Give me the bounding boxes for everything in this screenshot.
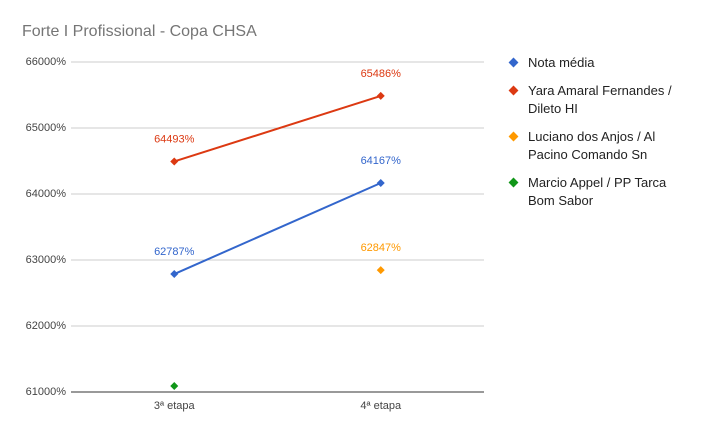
legend-label: Luciano dos Anjos / Al Pacino Comando Sn: [528, 129, 656, 162]
data-label: 62787%: [154, 246, 195, 258]
legend-swatch: [508, 177, 519, 188]
chart-title: Forte I Profissional - Copa CHSA: [22, 23, 257, 40]
series-line: [173, 94, 382, 163]
point: [376, 178, 385, 187]
x-tick-label: 4ª etapa: [360, 400, 402, 412]
legend-item: Luciano dos Anjos / Al Pacino Comando Sn: [508, 128, 688, 164]
point: [376, 91, 385, 100]
data-label: 64493%: [154, 133, 195, 145]
legend-swatch: [508, 85, 519, 96]
legend-label: Nota média: [528, 55, 595, 70]
y-tick-label: 63000%: [26, 254, 67, 266]
legend-swatch: [508, 131, 519, 142]
data-label: 64167%: [361, 155, 402, 167]
series-line: [173, 182, 382, 275]
legend-label: Yara Amaral Fernandes / Dileto HI: [528, 83, 672, 116]
y-tick-label: 64000%: [26, 188, 67, 200]
y-tick-label: 62000%: [26, 320, 67, 332]
x-tick-label: 3ª etapa: [154, 400, 196, 412]
data-label: 62847%: [361, 242, 402, 254]
legend-swatch: [508, 57, 519, 68]
point: [170, 382, 179, 391]
legend-item: Nota média: [508, 54, 688, 72]
y-tick-label: 66000%: [26, 56, 67, 68]
y-tick-label: 61000%: [26, 386, 67, 398]
point: [170, 270, 179, 279]
point: [170, 157, 179, 166]
point: [376, 266, 385, 275]
legend-item: Yara Amaral Fernandes / Dileto HI: [508, 82, 688, 118]
data-label: 65486%: [361, 68, 402, 80]
legend-item: Marcio Appel / PP Tarca Bom Sabor: [508, 174, 688, 210]
y-tick-label: 65000%: [26, 122, 67, 134]
legend: Nota média Yara Amaral Fernandes / Dileto…: [508, 54, 688, 220]
legend-label: Marcio Appel / PP Tarca Bom Sabor: [528, 175, 667, 208]
